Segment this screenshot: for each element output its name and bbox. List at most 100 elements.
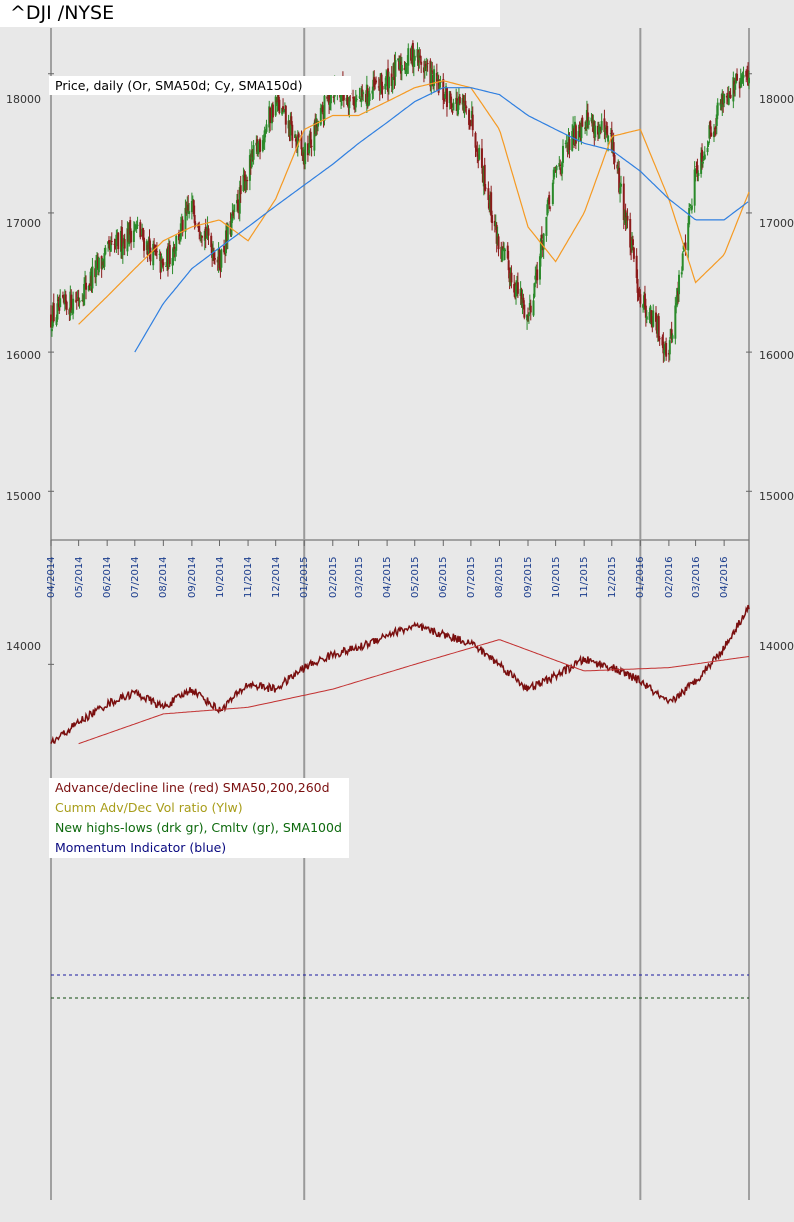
xtick-label: 02/2016: [663, 556, 675, 598]
candle-body: [552, 169, 555, 180]
chart-title: ^DJI /NYSE: [10, 2, 115, 24]
candle-body: [380, 74, 383, 86]
candle-body: [83, 284, 86, 306]
xtick-label: 11/2015: [579, 556, 591, 598]
candle-body: [532, 300, 535, 316]
candle-body: [371, 90, 374, 94]
candle-body: [218, 250, 221, 268]
candle-body: [300, 135, 303, 150]
xtick-label: 08/2014: [158, 556, 170, 598]
xtick-label: 05/2015: [409, 556, 421, 598]
candle-body: [250, 150, 253, 168]
candle-body: [307, 150, 310, 154]
candle-body: [387, 76, 390, 89]
candle-body: [226, 224, 229, 241]
candle-body: [529, 305, 532, 313]
candle-body: [716, 102, 719, 116]
candle-body: [400, 64, 403, 71]
candle-body: [643, 293, 646, 308]
xtick-label: 04/2015: [382, 556, 394, 598]
candle-body: [56, 303, 59, 320]
candle-body: [502, 246, 505, 250]
candle-body: [578, 126, 581, 129]
candle-body: [252, 145, 255, 160]
candle-body: [405, 67, 408, 72]
candle-body: [91, 266, 94, 289]
candle-body: [319, 107, 322, 125]
candle-body: [527, 314, 530, 317]
candle-body: [187, 204, 190, 211]
candle-body: [521, 298, 524, 308]
candle-body: [290, 116, 293, 125]
candle-body: [545, 216, 548, 236]
candle-body: [697, 172, 700, 176]
xtick-label: 06/2015: [438, 556, 450, 598]
xtick-label: 10/2015: [550, 556, 562, 598]
candle-body: [375, 80, 378, 83]
title-box: ^DJI /NYSE: [0, 0, 500, 27]
candle-body: [278, 99, 281, 114]
candle-body: [438, 85, 441, 90]
candle-body: [645, 316, 648, 320]
candle-body: [61, 295, 64, 298]
grid-lines: [48, 28, 752, 1200]
candle-body: [174, 248, 177, 254]
candle-body: [676, 288, 679, 306]
candle-body: [433, 69, 436, 86]
candle-body: [618, 167, 621, 193]
candle-body: [501, 246, 504, 261]
candle-body: [394, 60, 397, 77]
xtick-label: 12/2014: [270, 556, 282, 598]
candle-body: [304, 143, 307, 165]
candle-body: [57, 299, 60, 301]
candle-body: [443, 98, 446, 102]
candle-body: [277, 94, 280, 103]
candle-body: [555, 165, 558, 171]
ad-sma-line: [78, 639, 750, 745]
candle-body: [457, 104, 460, 115]
ytick-left-18000: 18000: [6, 93, 41, 106]
advance-decline-line: [50, 604, 750, 744]
candle-body: [152, 243, 155, 266]
candle-body: [689, 204, 692, 207]
candle-body: [342, 94, 345, 101]
candle-body: [662, 341, 665, 354]
candle-body: [368, 93, 371, 102]
candle-body: [317, 120, 320, 127]
candle-body: [612, 142, 615, 157]
candle-body: [491, 215, 494, 224]
candle-body: [520, 293, 523, 305]
candle-body: [282, 106, 285, 112]
candle-body: [449, 93, 452, 101]
candle-body: [224, 230, 227, 254]
candle-body: [374, 83, 377, 85]
candle-body: [108, 240, 111, 244]
candle-body: [172, 246, 175, 261]
candle-body: [631, 239, 634, 246]
candle-body: [232, 210, 235, 216]
candle-body: [233, 204, 236, 213]
candle-body: [50, 328, 53, 332]
candle-body: [442, 79, 445, 101]
candle-body: [709, 121, 712, 130]
candle-body: [701, 161, 704, 164]
candle-body: [636, 278, 639, 293]
sma150-line: [134, 87, 749, 353]
candle-body: [184, 207, 187, 232]
candle-body: [635, 255, 638, 278]
candle-body: [620, 183, 623, 187]
candle-body: [497, 236, 500, 250]
candle-body: [75, 299, 78, 301]
xtick-label: 07/2014: [129, 556, 141, 598]
candle-body: [50, 314, 52, 328]
candle-body: [619, 187, 622, 193]
candle-body: [58, 303, 61, 311]
candle-body: [471, 114, 474, 131]
xtick-label: 10/2014: [214, 556, 226, 598]
candle-body: [708, 125, 711, 139]
ytick-left-16000: 16000: [6, 349, 41, 362]
candle-body: [133, 223, 136, 232]
candle-body: [95, 261, 98, 277]
candle-body: [239, 185, 242, 195]
candle-body: [381, 85, 384, 90]
